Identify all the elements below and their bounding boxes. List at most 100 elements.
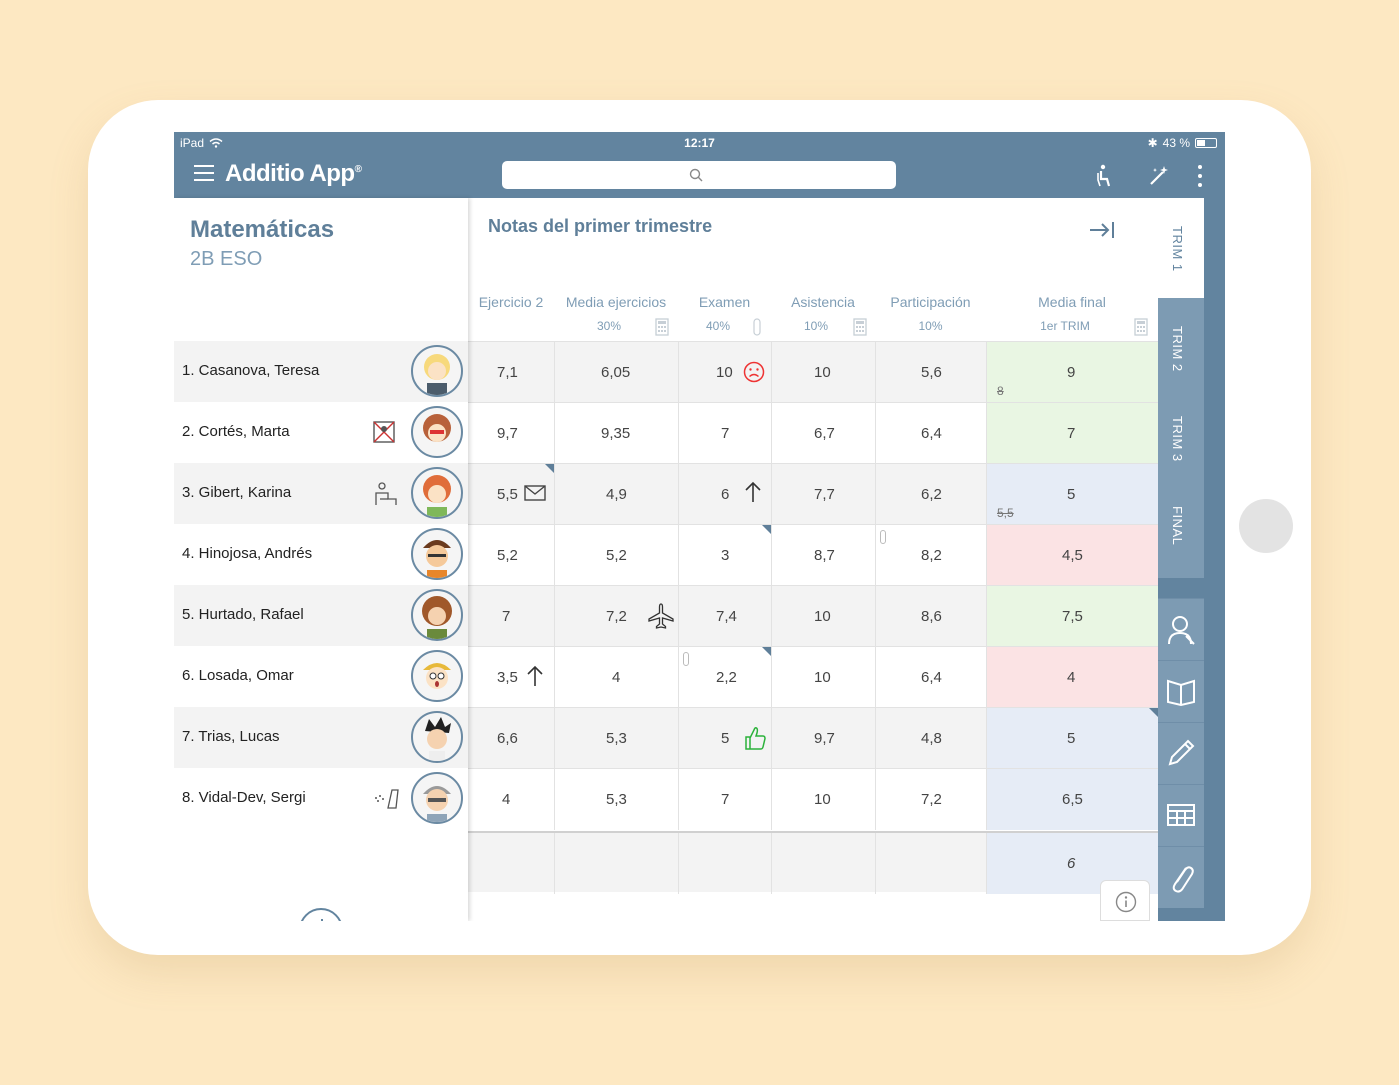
airplane-icon	[648, 603, 674, 629]
grade-cell[interactable]: 6	[678, 464, 771, 525]
student-name: 6. Losada, Omar	[182, 667, 294, 684]
grade-cell[interactable]: 7,2	[554, 586, 678, 647]
student-name: 5. Hurtado, Rafael	[182, 606, 304, 623]
grade-cell[interactable]: 8,2	[875, 525, 986, 586]
grade-cell[interactable]: 7,4	[678, 586, 771, 647]
grade-cell[interactable]: 5,3	[554, 769, 678, 830]
final-grade-cell[interactable]: 4	[986, 647, 1158, 708]
home-button[interactable]	[1239, 499, 1293, 553]
grade-cell[interactable]: 5,3	[554, 708, 678, 769]
grade-cell[interactable]: 10	[771, 342, 875, 403]
grade-cell[interactable]: 4	[554, 647, 678, 708]
grade-cell[interactable]: 3	[678, 525, 771, 586]
grade-cell[interactable]: 7,2	[875, 769, 986, 830]
avatar	[411, 589, 463, 641]
info-button[interactable]	[1100, 880, 1150, 921]
calculator-icon	[1134, 318, 1148, 336]
column-header[interactable]: Participación	[890, 294, 971, 310]
grade-cell[interactable]: 10	[771, 647, 875, 708]
grade-cell[interactable]: 6,4	[875, 647, 986, 708]
column-weight: 10%	[918, 319, 943, 333]
grade-cell[interactable]: 6,05	[554, 342, 678, 403]
final-grade-cell[interactable]: 7,5	[986, 586, 1158, 647]
grade-cell[interactable]: 7	[502, 608, 511, 625]
grade-cell[interactable]: 4	[502, 791, 511, 808]
group-label: 2B ESO	[190, 248, 263, 270]
grade-cell[interactable]: 8,7	[771, 525, 875, 586]
comment-marker	[762, 525, 771, 534]
column-weight: 40%	[705, 319, 731, 333]
search-input[interactable]	[502, 161, 896, 189]
column-header[interactable]: Examen	[698, 294, 751, 310]
edit-button[interactable]	[1158, 722, 1204, 784]
student-row[interactable]: 1. Casanova, Teresa	[174, 341, 468, 402]
grid-title: Notas del primer trimestre	[488, 216, 713, 236]
column-header[interactable]: Asistencia	[791, 294, 855, 310]
grade-cell[interactable]: 9,35	[554, 403, 678, 464]
grade-cell[interactable]: 7	[678, 403, 771, 464]
grade-cell[interactable]: 7	[678, 769, 771, 830]
menu-icon[interactable]	[194, 165, 214, 181]
calculator-icon	[655, 318, 669, 336]
final-grade-cell[interactable]: 7	[986, 403, 1158, 464]
collapse-panel-icon[interactable]	[1088, 220, 1116, 240]
notebook-button[interactable]	[1158, 660, 1204, 722]
grade-cell[interactable]: 4,9	[554, 464, 678, 525]
grade-cell[interactable]: 3,5	[468, 647, 554, 708]
grade-cell[interactable]: 5,2	[554, 525, 678, 586]
student-name: 8. Vidal-Dev, Sergi	[182, 789, 306, 806]
grade-cell[interactable]: 5,5	[468, 464, 554, 525]
student-row[interactable]: 2. Cortés, Marta	[174, 402, 468, 463]
grade-cell[interactable]: 4,8	[875, 708, 986, 769]
column-header[interactable]: Ejercicio 2	[478, 294, 544, 310]
comment-marker	[545, 464, 554, 473]
student-row[interactable]: 7. Trias, Lucas	[174, 707, 468, 768]
grade-cell[interactable]: 9,7	[497, 425, 518, 442]
tab-final[interactable]: FINAL	[1158, 478, 1204, 578]
status-bar: iPad 12:17 ✱ 43 %	[174, 132, 1225, 154]
tab-trim-2[interactable]: TRIM 2	[1158, 298, 1204, 398]
student-row[interactable]: 4. Hinojosa, Andrés	[174, 524, 468, 585]
grade-cell[interactable]: 2,2	[678, 647, 771, 708]
tab-trim-3[interactable]: TRIM 3	[1158, 388, 1204, 488]
calculator-icon	[853, 318, 867, 336]
grade-cell[interactable]: 5,6	[875, 342, 986, 403]
grade-cell[interactable]: 9,7	[771, 708, 875, 769]
grade-cell[interactable]: 6,4	[875, 403, 986, 464]
grade-cell[interactable]: 6,7	[771, 403, 875, 464]
student-row[interactable]: 6. Losada, Omar	[174, 646, 468, 707]
add-student-button[interactable]	[299, 908, 343, 921]
grade-cell[interactable]: 10	[771, 586, 875, 647]
grade-cell[interactable]: 6,2	[875, 464, 986, 525]
grade-cell[interactable]: 5,2	[497, 547, 518, 564]
final-grade-cell[interactable]: 4,5	[986, 525, 1158, 586]
pencil-icon	[1168, 739, 1195, 766]
avatar	[411, 650, 463, 702]
final-grade-cell[interactable]: 6,5	[986, 769, 1158, 830]
student-view-button[interactable]	[1158, 598, 1204, 660]
grade-cell[interactable]: 10	[678, 342, 771, 403]
attachments-button[interactable]	[1158, 846, 1204, 908]
grade-cell[interactable]: 6,6	[497, 730, 518, 747]
grade-cell[interactable]: 7,1	[497, 364, 518, 381]
magic-wand-icon[interactable]	[1147, 164, 1171, 188]
more-vert-icon[interactable]	[1197, 164, 1203, 188]
final-grade-cell[interactable]: 5	[986, 708, 1158, 769]
device-label: iPad	[180, 136, 205, 150]
tab-trim-1[interactable]: TRIM 1	[1158, 198, 1204, 298]
seat-icon[interactable]	[1094, 164, 1114, 188]
student-icon	[1168, 616, 1195, 645]
final-grade-cell[interactable]: 5 5,5	[986, 464, 1158, 525]
grade-cell[interactable]: 10	[771, 769, 875, 830]
student-row[interactable]: 5. Hurtado, Rafael	[174, 585, 468, 646]
student-row[interactable]: 8. Vidal-Dev, Sergi	[174, 768, 468, 829]
grade-cell[interactable]: 7,7	[771, 464, 875, 525]
column-header[interactable]: Media ejercicios	[565, 294, 667, 310]
column-header[interactable]: Media final	[1038, 294, 1106, 310]
grade-cell[interactable]: 5	[678, 708, 771, 769]
student-row[interactable]: 3. Gibert, Karina	[174, 463, 468, 524]
grade-cell[interactable]: 8,6	[875, 586, 986, 647]
table-icon	[1167, 804, 1195, 826]
table-view-button[interactable]	[1158, 784, 1204, 846]
